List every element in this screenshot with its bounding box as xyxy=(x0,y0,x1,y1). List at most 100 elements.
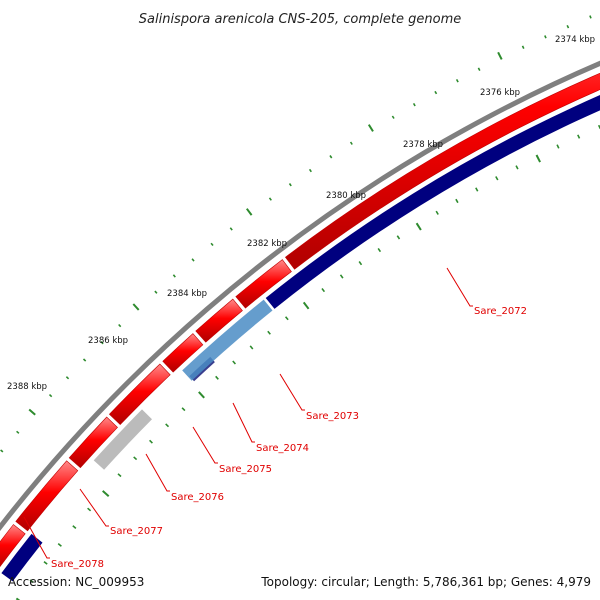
inner-tick xyxy=(358,261,363,266)
gene-label-sare-2074[interactable]: Sare_2074 xyxy=(256,443,309,454)
outer-tick xyxy=(412,103,416,107)
outer-tick xyxy=(132,303,140,311)
outer-tick xyxy=(268,197,272,201)
inner-tick xyxy=(339,274,344,279)
outer-tick xyxy=(434,90,438,95)
inner-tick xyxy=(232,360,237,365)
gene-label-sare-2073[interactable]: Sare_2073 xyxy=(306,411,359,422)
outer-tick xyxy=(367,124,374,132)
outer-tick xyxy=(229,227,233,231)
inner-tick xyxy=(198,391,205,399)
inner-tick xyxy=(133,456,138,461)
inner-tick xyxy=(556,144,560,149)
inner-tick xyxy=(102,490,110,497)
inner-tick xyxy=(515,165,519,170)
tick-label-2378: 2378 kbp xyxy=(403,140,443,150)
reverse-gene-sare-2078 xyxy=(1,533,43,582)
leader-line-7 xyxy=(23,516,50,559)
map-title: Salinispora arenicola CNS-205, complete … xyxy=(139,12,461,27)
forward-gene-6 xyxy=(195,298,243,343)
leader-line-6 xyxy=(79,488,109,527)
outer-tick xyxy=(521,45,525,49)
forward-gene-7 xyxy=(235,259,292,309)
inner-tick xyxy=(72,525,77,530)
genome-stats-text: Topology: circular; Length: 5,786,361 bp… xyxy=(260,575,591,589)
tick-label-2382: 2382 kbp xyxy=(247,239,287,249)
forward-gene-2 xyxy=(15,460,79,532)
outer-tick xyxy=(477,67,481,71)
outer-tick xyxy=(0,449,4,453)
forward-gene-1 xyxy=(0,524,26,568)
inner-tick xyxy=(165,423,170,428)
outer-tick xyxy=(172,274,176,278)
forward-gene-4 xyxy=(108,363,171,426)
outer-tick xyxy=(65,376,70,380)
inner-tick xyxy=(435,210,439,215)
inner-tick xyxy=(284,316,289,321)
outer-tick xyxy=(48,394,53,398)
outer-tick xyxy=(544,35,547,39)
inner-tick xyxy=(181,407,186,412)
inner-tick xyxy=(577,134,581,139)
outer-tick xyxy=(100,341,104,345)
tick-label-2374: 2374 kbp xyxy=(555,35,595,45)
inner-tick xyxy=(117,473,122,478)
inner-tick xyxy=(455,198,459,204)
reverse-gene-sare-2073 xyxy=(182,299,273,381)
gene-label-sare-2076[interactable]: Sare_2076 xyxy=(171,492,224,503)
forward-gene-3 xyxy=(68,416,118,469)
inner-tick xyxy=(215,375,219,380)
outer-tick xyxy=(497,51,503,60)
leader-line-4 xyxy=(192,426,218,464)
inner-tick xyxy=(29,579,34,584)
outer-tick xyxy=(191,258,195,262)
leader-line-2 xyxy=(279,373,305,411)
gene-label-sare-2075[interactable]: Sare_2075 xyxy=(219,464,272,475)
outer-tick xyxy=(16,430,20,434)
inner-tick xyxy=(535,154,541,163)
gene-label-sare-2078[interactable]: Sare_2078 xyxy=(51,559,104,570)
inner-tick xyxy=(15,597,21,600)
tick-label-2376: 2376 kbp xyxy=(480,88,520,98)
inner-tick xyxy=(321,288,326,293)
outer-tick xyxy=(82,358,87,362)
forward-gene-5 xyxy=(162,333,204,373)
outer-tick xyxy=(154,290,158,294)
leader-line-5 xyxy=(145,453,170,492)
genome-backbone xyxy=(0,60,600,532)
tick-label-2386: 2386 kbp xyxy=(88,336,128,346)
outer-tick xyxy=(566,24,570,29)
inner-tick xyxy=(396,235,401,240)
outer-tick xyxy=(288,183,292,187)
inner-tick xyxy=(149,439,153,444)
inner-tick xyxy=(302,301,310,310)
outer-tick xyxy=(210,242,214,247)
forward-gene-8 xyxy=(284,72,600,270)
accession-text: Accession: NC_009953 xyxy=(8,575,144,589)
inner-tick xyxy=(475,187,479,192)
gene-features xyxy=(0,72,600,582)
outer-tick xyxy=(589,15,592,19)
leader-line-1 xyxy=(446,267,473,307)
inner-tick xyxy=(249,345,254,350)
tick-labels: 2374 kbp 2376 kbp 2378 kbp 2380 kbp 2382… xyxy=(7,35,595,392)
gene-label-sare-2077[interactable]: Sare_2077 xyxy=(110,526,163,537)
outer-tick xyxy=(118,323,122,328)
outer-tick xyxy=(349,141,353,145)
outer-tick xyxy=(308,168,312,173)
inner-tick xyxy=(415,222,422,231)
outer-tick xyxy=(391,115,395,119)
tick-label-2388: 2388 kbp xyxy=(7,382,47,392)
gene-label-sare-2072[interactable]: Sare_2072 xyxy=(474,306,527,317)
inner-tick xyxy=(57,542,62,547)
inner-tick xyxy=(377,247,382,253)
inner-tick xyxy=(43,561,48,565)
outer-tick xyxy=(455,79,459,83)
outer-tick xyxy=(246,208,253,216)
gene-labels: Sare_2072 Sare_2073 Sare_2074 Sare_2075 … xyxy=(23,267,527,570)
reverse-gene-sare-2072 xyxy=(265,95,600,309)
inner-tick xyxy=(495,176,499,181)
outer-tick xyxy=(28,408,36,416)
inner-tick xyxy=(87,507,92,512)
